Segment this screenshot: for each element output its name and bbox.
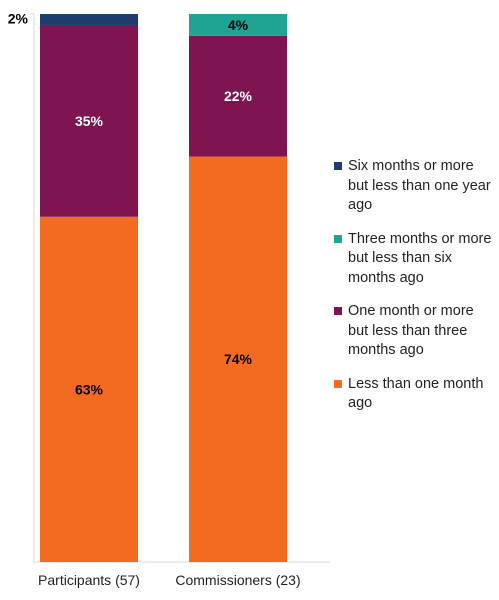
legend-swatch — [334, 234, 342, 243]
legend-item: One month or more but less than three mo… — [334, 302, 494, 361]
bar-segment — [189, 156, 287, 563]
legend-item: Six months or more but less than one yea… — [334, 157, 494, 216]
bar-segment — [40, 24, 138, 217]
legend-label: Three months or more but less than six m… — [348, 230, 492, 286]
data-label: 2% — [8, 10, 29, 26]
legend-label: Less than one month ago — [348, 375, 484, 412]
legend-label: Six months or more but less than one yea… — [348, 158, 491, 213]
category-label: Commissioners (23) — [175, 572, 300, 588]
bar-segment — [189, 35, 287, 157]
legend-item: Less than one month ago — [334, 375, 494, 414]
legend-swatch — [334, 307, 342, 315]
labels-group: 63% 35% 2% Participants (57) 74% 22% 4% Commiss… — [8, 10, 301, 588]
legend-swatch — [334, 379, 342, 388]
data-label: 63% — [75, 381, 104, 397]
legend-swatch — [334, 162, 342, 170]
bars-group — [40, 14, 287, 563]
legend-item: Three months or more but less than six m… — [334, 230, 494, 289]
legend-label: One month or more but less than three mo… — [348, 303, 474, 358]
data-label: 35% — [75, 113, 104, 129]
data-label: 22% — [224, 88, 253, 104]
bar-segment — [40, 216, 138, 562]
bar-segment — [40, 14, 138, 25]
category-label: Participants (57) — [38, 572, 140, 588]
data-label: 74% — [224, 351, 253, 367]
data-label: 4% — [228, 17, 249, 33]
bar-segment — [189, 14, 287, 36]
legend: Six months or more but less than one yea… — [334, 157, 494, 428]
